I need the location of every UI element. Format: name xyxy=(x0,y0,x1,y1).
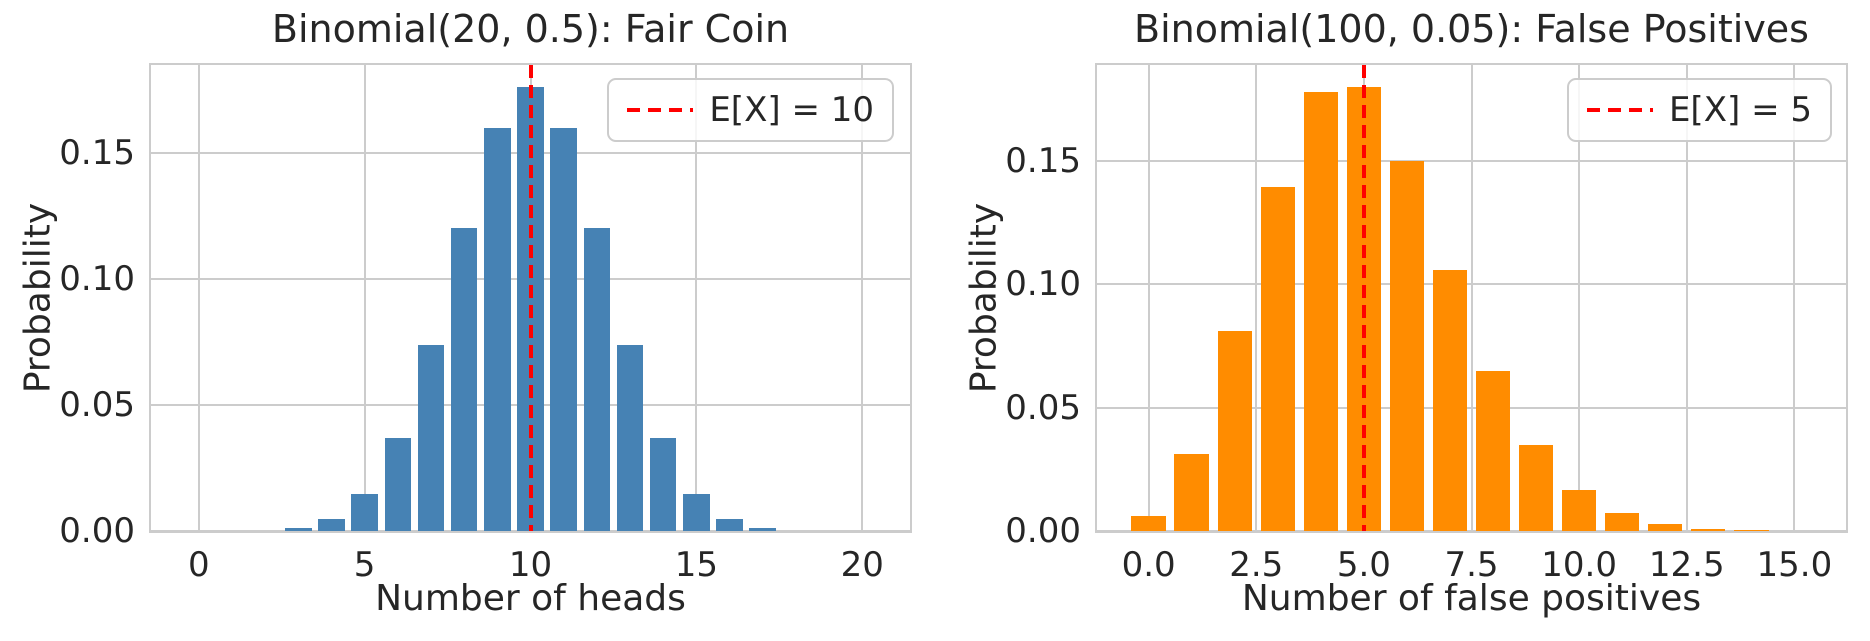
chart-title: Binomial(100, 0.05): False Positives xyxy=(1134,7,1809,51)
bar xyxy=(285,528,312,531)
x-tick-label: 0.0 xyxy=(1121,545,1176,585)
bar xyxy=(1475,371,1511,531)
expected-value-line xyxy=(1361,65,1366,531)
x-axis-label: Number of heads xyxy=(375,578,686,619)
bar xyxy=(749,528,776,531)
bar xyxy=(1518,444,1554,531)
bar xyxy=(450,228,478,531)
bar xyxy=(1691,528,1726,531)
plot-area: E[X] = 5 xyxy=(1095,63,1848,533)
x-tick-label: 20 xyxy=(840,545,884,585)
x-axis-label: Number of false positives xyxy=(1241,578,1702,619)
bar xyxy=(1217,330,1252,531)
bar xyxy=(1734,530,1769,531)
mean-line-legend-swatch xyxy=(1586,108,1653,113)
x-tick-label: 0 xyxy=(187,545,210,585)
bar xyxy=(1647,524,1683,531)
x-gridline xyxy=(197,65,200,531)
y-gridline xyxy=(1097,406,1846,409)
y-tick-label: 0.10 xyxy=(59,259,135,300)
x-tick-label: 5 xyxy=(353,545,376,585)
x-gridline xyxy=(1578,65,1581,531)
bar xyxy=(1174,454,1209,531)
chart-title: Binomial(20, 0.5): Fair Coin xyxy=(271,7,790,51)
y-tick-label: 0.10 xyxy=(1005,264,1081,305)
bar xyxy=(583,228,611,531)
bar xyxy=(1561,489,1597,531)
bar xyxy=(484,127,511,531)
x-gridline xyxy=(695,65,698,531)
bar xyxy=(351,493,378,531)
x-tick-label: 5.0 xyxy=(1336,545,1391,585)
legend: E[X] = 5 xyxy=(1566,78,1832,143)
x-gridline xyxy=(1793,65,1796,531)
x-gridline xyxy=(1255,65,1258,531)
mean-line-legend-swatch xyxy=(627,108,694,113)
bar xyxy=(550,127,577,531)
bar xyxy=(1389,161,1425,531)
legend: E[X] = 10 xyxy=(607,78,894,143)
x-tick-label: 7.5 xyxy=(1444,545,1499,585)
plot-area: E[X] = 10 xyxy=(149,63,912,533)
legend-label: E[X] = 10 xyxy=(709,90,874,130)
bar xyxy=(683,493,710,531)
x-tick-label: 12.5 xyxy=(1648,545,1725,585)
bar xyxy=(1260,186,1295,531)
bar xyxy=(318,519,345,531)
y-tick-label: 0.15 xyxy=(1005,141,1081,182)
x-gridline xyxy=(1685,65,1688,531)
y-tick-label: 0.05 xyxy=(1005,387,1081,428)
expected-value-line xyxy=(528,65,533,531)
y-tick-label: 0.15 xyxy=(59,133,135,174)
y-axis-label: Probability xyxy=(17,202,59,394)
x-tick-label: 15 xyxy=(674,545,718,585)
x-gridline xyxy=(1147,65,1150,531)
y-tick-label: 0.00 xyxy=(1005,511,1081,551)
x-tick-label: 10 xyxy=(508,545,553,585)
bar xyxy=(1131,516,1166,531)
bar xyxy=(716,519,743,531)
x-gridline xyxy=(363,65,366,531)
bar xyxy=(1432,269,1468,531)
x-gridline xyxy=(1470,65,1473,531)
y-tick-label: 0.00 xyxy=(59,511,135,551)
chart-fair-coin: Binomial(20, 0.5): Fair Coin Probability… xyxy=(18,7,912,619)
bar xyxy=(616,344,644,531)
bar xyxy=(1604,513,1640,531)
x-gridline xyxy=(861,65,864,531)
y-tick-label: 0.05 xyxy=(59,385,135,426)
bar xyxy=(1303,91,1339,531)
chart-false-positives: Binomial(100, 0.05): False Positives Pro… xyxy=(964,7,1848,619)
legend-label: E[X] = 5 xyxy=(1668,90,1812,130)
bar xyxy=(649,437,677,531)
x-tick-label: 15.0 xyxy=(1756,545,1833,585)
bar xyxy=(384,437,412,531)
y-gridline xyxy=(1097,160,1846,163)
y-gridline xyxy=(1097,283,1846,286)
y-axis-label: Probability xyxy=(963,202,1005,394)
x-tick-label: 2.5 xyxy=(1229,545,1284,585)
y-gridline xyxy=(1097,530,1846,531)
x-tick-label: 10.0 xyxy=(1541,545,1617,585)
bar xyxy=(417,344,445,531)
